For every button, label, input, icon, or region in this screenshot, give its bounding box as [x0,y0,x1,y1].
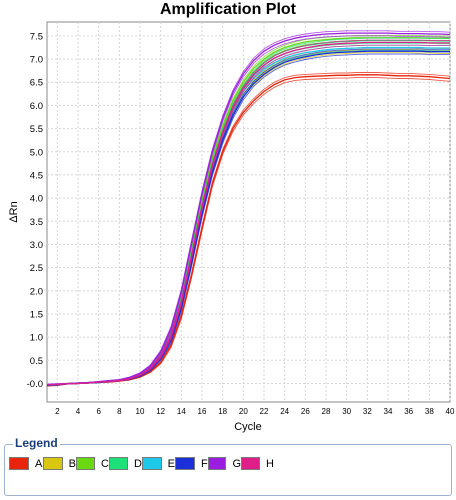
amplification-plot: -0.0 0.5 1.0 1.5 2.0 2.5 3.0 3.5 4.0 4.5 5.0 5.5 6.0… [8,21,455,433]
series-line-H [46,41,450,386]
y-tick-label: 1.5 [30,309,43,320]
legend-swatch [175,457,195,470]
legend-item[interactable]: F [175,457,208,470]
legend-item[interactable]: A [9,457,43,470]
legend-swatch [9,457,29,470]
y-tick-label: 3.0 [30,240,43,251]
x-axis-label: Cycle [234,421,262,433]
y-tick-label: 7.0 [30,55,43,66]
y-tick-label: 3.5 [30,217,43,228]
y-tick-label: 0.5 [30,356,43,367]
x-axis-ticks: 2 4 6 8 10 12 14 16 18 20 22 24 26 28 30 32 34 36 38 40 [55,407,455,416]
x-tick-label: 4 [76,407,81,416]
legend-label: G [232,457,241,470]
chart-title: Amplification Plot [160,1,296,18]
x-tick-label: 14 [177,407,186,416]
x-tick-label: 34 [384,407,393,416]
grid [47,22,451,402]
x-tick-label: 22 [260,407,269,416]
series-group [46,30,451,387]
series-line-G [46,32,451,386]
legend-swatch [208,457,227,470]
x-tick-label: 16 [198,407,207,416]
x-tick-label: 24 [280,407,289,416]
legend-item[interactable]: H [241,457,274,470]
y-tick-label: 4.0 [30,194,43,205]
x-tick-label: 32 [363,407,372,416]
x-tick-label: 26 [301,407,310,416]
y-tick-label: 2.0 [30,286,43,297]
legend: Legend A B C D E F G H [4,436,452,496]
x-tick-label: 8 [117,407,122,416]
x-tick-label: 36 [404,407,413,416]
legend-title: Legend [13,436,60,450]
legend-label: F [201,457,208,470]
legend-item[interactable]: B [43,457,76,470]
legend-item[interactable]: D [109,457,142,470]
legend-swatch [109,457,129,470]
y-tick-label: 5.5 [30,124,43,135]
legend-item[interactable]: G [208,457,241,470]
y-axis-ticks: -0.0 0.5 1.0 1.5 2.0 2.5 3.0 3.5 4.0 4.5 5.0 5.5 6.0… [27,31,43,390]
y-tick-label: -0.0 [27,379,43,390]
legend-item[interactable]: E [142,457,175,470]
legend-label: D [134,457,142,470]
legend-swatch [76,457,96,470]
legend-swatch [142,457,162,470]
y-tick-label: 5.0 [30,147,43,158]
legend-label: C [101,457,109,470]
legend-label: A [35,457,43,470]
x-tick-label: 12 [156,407,165,416]
x-tick-label: 18 [218,407,227,416]
y-tick-label: 6.5 [30,78,43,89]
legend-swatch [43,457,63,470]
x-tick-label: 10 [136,407,145,416]
y-tick-label: 2.5 [30,263,43,274]
x-tick-label: 6 [96,407,101,416]
x-tick-label: 20 [239,407,248,416]
legend-label: E [167,457,175,470]
x-tick-label: 30 [342,407,351,416]
x-tick-label: 38 [425,407,434,416]
legend-items: A B C D E F G H [9,457,274,470]
legend-label: B [68,457,76,470]
x-tick-label: 2 [55,407,60,416]
x-tick-label: 40 [446,407,455,416]
legend-label: H [266,457,274,470]
y-tick-label: 7.5 [30,31,43,42]
y-axis-label: ΔRn [8,201,20,222]
y-tick-label: 6.0 [30,101,43,112]
y-tick-label: 4.5 [30,170,43,181]
x-tick-label: 28 [322,407,331,416]
legend-item[interactable]: C [76,457,109,470]
y-tick-label: 1.0 [30,333,43,344]
legend-swatch [241,457,261,470]
